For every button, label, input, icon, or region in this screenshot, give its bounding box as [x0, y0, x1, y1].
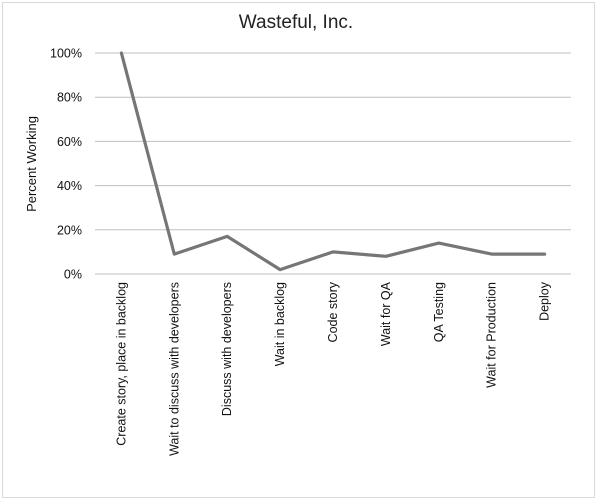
chart-frame	[2, 2, 595, 498]
y-tick-label: 80%	[57, 91, 82, 105]
y-axis-title: Percent Working	[24, 116, 39, 212]
chart-title: Wasteful, Inc.	[239, 12, 353, 33]
y-tick-label: 20%	[57, 223, 82, 237]
x-category-labels: Create story, place in backlog Wait to di…	[114, 281, 551, 456]
y-tick-label: 60%	[57, 135, 82, 149]
series-line	[119, 51, 547, 272]
x-category-label: Wait for Production	[485, 282, 499, 388]
y-tick-label: 100%	[50, 47, 82, 61]
x-category-label: Code story	[326, 281, 340, 342]
x-category-label: Wait in backlog	[273, 282, 287, 366]
x-category-label: Discuss with developers	[220, 282, 234, 416]
x-category-label: Deploy	[538, 281, 552, 321]
y-tick-label: 0%	[64, 268, 82, 282]
series-layer	[119, 51, 547, 272]
y-tick-label: 40%	[57, 179, 82, 193]
x-category-label: QA Testing	[432, 282, 446, 342]
grid-layer	[95, 52, 571, 275]
x-category-label: Wait for QA	[379, 281, 393, 346]
x-category-label: Create story, place in backlog	[114, 282, 128, 446]
y-tick-labels: 0% 20% 40% 60% 80% 100%	[50, 47, 82, 282]
x-category-label: Wait to discuss with developers	[167, 282, 181, 456]
